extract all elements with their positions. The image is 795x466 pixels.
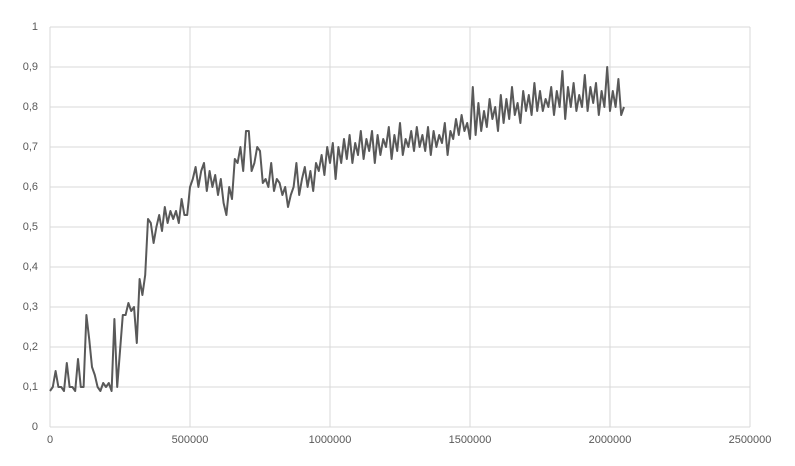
y-tick-label: 0,5 <box>23 221 38 233</box>
y-tick-label: 0,2 <box>23 341 38 353</box>
y-tick-label: 0,4 <box>23 261 38 273</box>
y-tick-label: 0,1 <box>23 381 38 393</box>
data-line <box>49 66 625 392</box>
y-tick-label: 0,7 <box>23 141 38 153</box>
x-tick-label: 1500000 <box>449 434 492 446</box>
y-tick-label: 1 <box>32 21 38 33</box>
x-tick-label: 2500000 <box>729 434 772 446</box>
y-tick-label: 0,6 <box>23 181 38 193</box>
y-tick-label: 0 <box>32 421 38 433</box>
y-tick-label: 0,9 <box>23 61 38 73</box>
x-tick-label: 1000000 <box>309 434 352 446</box>
x-tick-label: 2000000 <box>589 434 632 446</box>
y-tick-label: 0,3 <box>23 301 38 313</box>
x-tick-label: 0 <box>47 434 53 446</box>
x-tick-label: 500000 <box>172 434 209 446</box>
y-tick-label: 0,8 <box>23 101 38 113</box>
